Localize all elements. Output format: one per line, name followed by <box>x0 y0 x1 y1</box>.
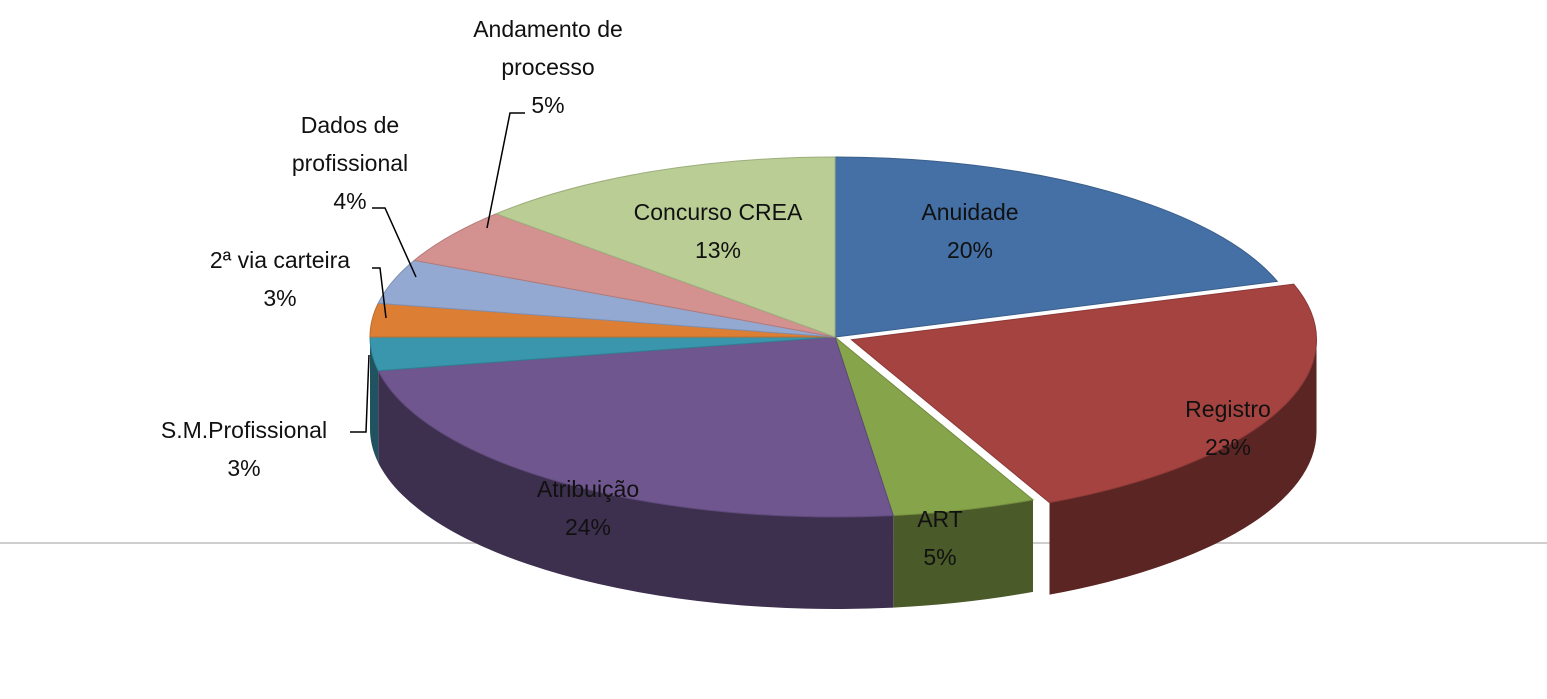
value-label: 24% <box>564 514 612 540</box>
leader-line <box>372 207 417 278</box>
data-label: Concurso CREA 13% <box>598 193 838 269</box>
slice <box>834 156 1279 338</box>
slice <box>413 213 836 338</box>
pie-tops <box>369 156 1317 518</box>
data-label: Atribuição 24% <box>488 470 688 546</box>
category-label: ART <box>917 506 963 532</box>
data-label: Dados de profissional 4% <box>265 106 435 220</box>
data-label: 2ª via carteira 3% <box>160 241 400 317</box>
category-label: Registro <box>1185 396 1271 422</box>
data-label: Registro 23% <box>1128 390 1328 466</box>
leader-lines <box>350 112 525 433</box>
slice <box>833 335 1035 517</box>
category-label: Andamento de processo <box>473 16 623 80</box>
pie-sides <box>370 337 1317 609</box>
value-label: 3% <box>263 285 297 311</box>
value-label: 13% <box>694 237 742 263</box>
value-label: 3% <box>227 455 261 481</box>
leader-line <box>350 354 370 433</box>
category-label: Dados de profissional <box>291 112 409 176</box>
leader-line <box>372 267 387 319</box>
value-label: 5% <box>531 92 565 118</box>
slice-side <box>1049 339 1317 595</box>
slice-side <box>378 370 894 609</box>
data-label: S.M.Profissional 3% <box>114 411 374 487</box>
category-label: Atribuição <box>536 476 640 502</box>
value-label: 20% <box>946 237 994 263</box>
data-label: Anuidade 20% <box>870 193 1070 269</box>
value-label: 5% <box>923 544 957 570</box>
slice-side <box>893 499 1033 608</box>
slice <box>494 156 836 338</box>
category-label: Anuidade <box>921 199 1019 225</box>
slice <box>850 283 1317 504</box>
category-label: 2ª via carteira <box>209 247 351 273</box>
category-label: Concurso CREA <box>633 199 803 225</box>
data-label: Andamento de processo 5% <box>448 10 648 124</box>
value-label: 4% <box>333 188 367 214</box>
data-label: ART 5% <box>880 500 1000 576</box>
value-label: 23% <box>1204 434 1252 460</box>
category-label: S.M.Profissional <box>160 417 328 443</box>
slice <box>377 336 894 518</box>
leader-line <box>486 112 525 229</box>
slice-side <box>370 337 379 463</box>
